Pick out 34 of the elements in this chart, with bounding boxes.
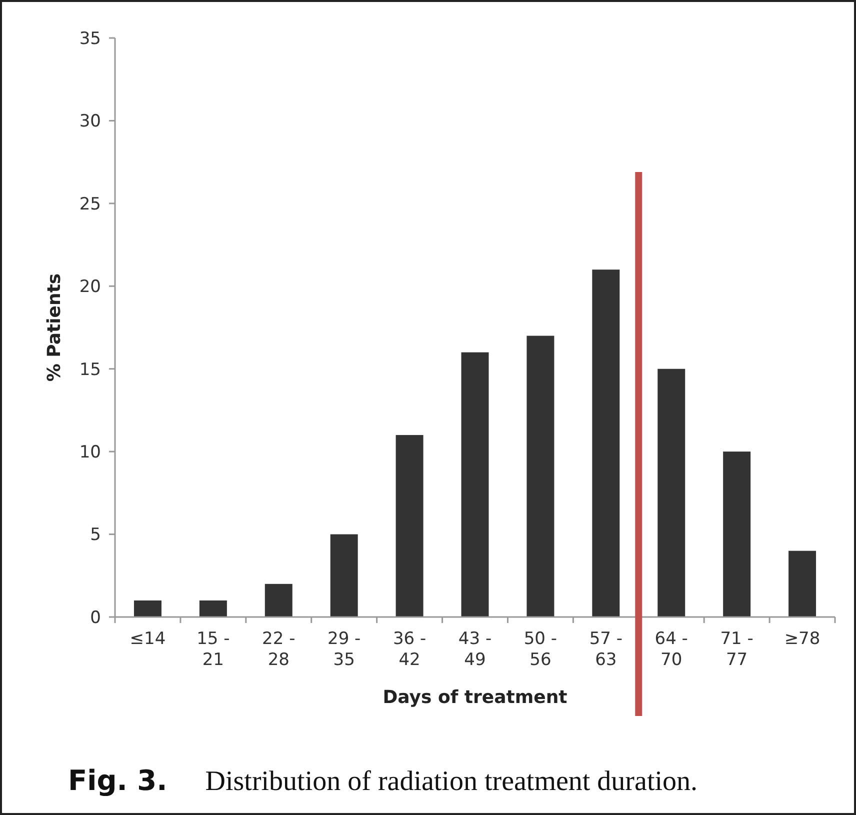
x-tick-label: 29 - 35 [328,629,361,670]
y-tick-label: 15 [79,360,101,380]
y-tick-label: 0 [90,608,101,628]
y-tick-label: 30 [79,112,101,132]
bar [788,550,816,617]
y-axis-title: % Patients [44,273,65,382]
bar [264,584,292,617]
bar [592,270,620,617]
y-tick-label: 5 [90,525,101,546]
bar [330,534,358,617]
bar [134,600,162,617]
x-tick-label: 22 - 28 [262,629,296,670]
bar [396,435,424,617]
bar [723,452,751,617]
y-tick-label: 10 [79,442,101,463]
caption: Fig. 3. [68,764,168,797]
bar [526,336,554,617]
x-tick-label: 57 - 63 [589,629,622,670]
x-tick-label: 50 - 56 [524,629,558,670]
bar [461,352,489,617]
x-tick-label: 15 - 21 [196,629,230,670]
x-tick-label: 36 - 42 [392,629,426,670]
x-tick-label: ≥78 [784,629,820,649]
x-tick-label: 64 - 70 [654,629,688,670]
y-tick-label: 20 [79,277,101,298]
x-tick-label: 43 - 49 [458,629,492,670]
y-tick-label: 25 [79,194,101,214]
text: Distribution of radiation treatment duration. [205,766,698,797]
x-axis-title: Days of treatment [382,687,568,708]
x-tick-label: ≤14 [130,629,166,649]
bar [199,600,227,617]
x-tick-label: 71 - 77 [720,629,754,670]
y-tick-label: 35 [79,28,101,49]
bar [658,368,686,617]
